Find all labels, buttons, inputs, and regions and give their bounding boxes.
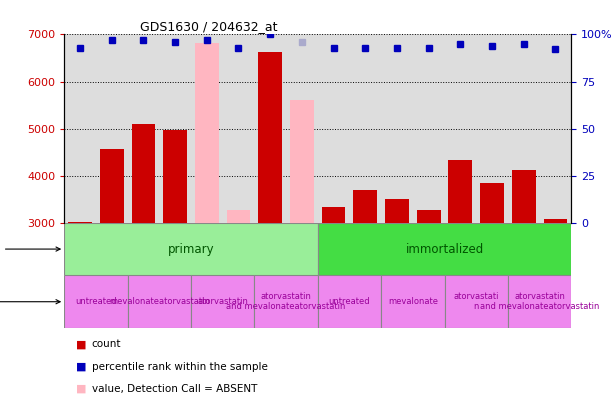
Bar (128, 275, 191, 328)
Bar (349, 34, 381, 223)
Bar (163, 130, 187, 223)
Bar (480, 183, 504, 223)
Bar (508, 275, 571, 328)
Bar (448, 160, 472, 223)
Bar (131, 124, 155, 223)
Bar (385, 199, 409, 223)
Bar (318, 223, 571, 275)
Text: agent: agent (0, 297, 60, 307)
Bar (476, 34, 508, 223)
Text: value, Detection Call = ABSENT: value, Detection Call = ABSENT (92, 384, 257, 394)
Text: immortalized: immortalized (405, 243, 484, 256)
Bar (191, 275, 254, 328)
Bar (64, 275, 128, 328)
Bar (68, 222, 92, 223)
Bar (318, 34, 349, 223)
Bar (227, 209, 251, 223)
Text: mevalonateatorvastatin: mevalonateatorvastatin (109, 297, 210, 306)
Text: primary: primary (167, 243, 214, 256)
Bar (544, 220, 568, 223)
Bar (254, 275, 318, 328)
Text: count: count (92, 339, 121, 349)
Bar (512, 170, 536, 223)
Bar (381, 275, 445, 328)
Bar (100, 149, 123, 223)
Bar (353, 190, 377, 223)
Bar (286, 34, 318, 223)
Text: ■: ■ (76, 384, 87, 394)
Text: atorvastatin
and mevalonateatorvastatin: atorvastatin and mevalonateatorvastatin (480, 292, 599, 311)
Bar (413, 34, 445, 223)
Bar (445, 275, 508, 328)
Text: atorvastatin
and mevalonateatorvastatin: atorvastatin and mevalonateatorvastatin (226, 292, 346, 311)
Text: atorvastatin: atorvastatin (197, 297, 248, 306)
Bar (381, 34, 413, 223)
Bar (159, 34, 191, 223)
Bar (318, 275, 381, 328)
Bar (321, 207, 345, 223)
Bar (96, 34, 128, 223)
Bar (540, 34, 571, 223)
Bar (222, 34, 254, 223)
Bar (195, 43, 219, 223)
Bar (445, 34, 476, 223)
Bar (254, 34, 286, 223)
Text: untreated: untreated (329, 297, 370, 306)
Bar (508, 34, 540, 223)
Text: mevalonate: mevalonate (388, 297, 438, 306)
Bar (191, 34, 222, 223)
Bar (64, 223, 318, 275)
Text: atorvastati
n: atorvastati n (453, 292, 499, 311)
Bar (64, 34, 96, 223)
Bar (128, 34, 159, 223)
Text: untreated: untreated (75, 297, 117, 306)
Text: GDS1630 / 204632_at: GDS1630 / 204632_at (141, 20, 278, 33)
Bar (290, 100, 314, 223)
Bar (258, 52, 282, 223)
Bar (417, 210, 441, 223)
Text: ■: ■ (76, 362, 87, 371)
Text: percentile rank within the sample: percentile rank within the sample (92, 362, 268, 371)
Text: ■: ■ (76, 339, 87, 349)
Text: cell line: cell line (0, 244, 60, 254)
